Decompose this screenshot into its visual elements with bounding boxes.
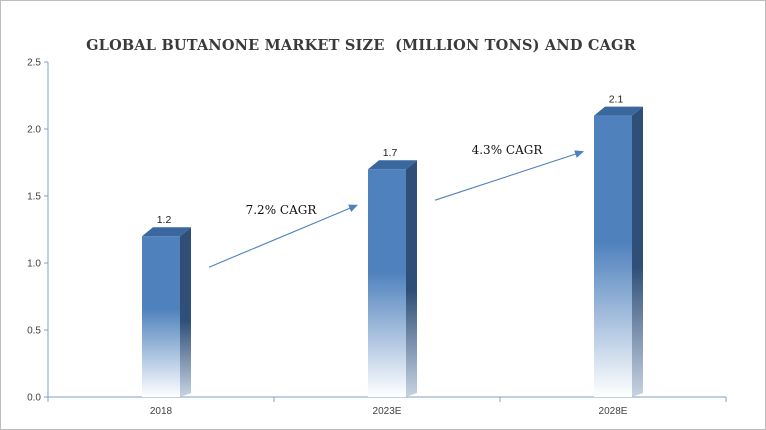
- bar: [594, 115, 632, 397]
- x-tick-label: 2028E: [599, 406, 628, 417]
- y-tick-label: 0.5: [27, 326, 41, 337]
- bar: [142, 236, 180, 397]
- data-label: 2.1: [609, 94, 624, 106]
- bar: [368, 169, 406, 397]
- y-tick-label: 0.0: [27, 393, 41, 404]
- cagr-arrow: [208, 204, 358, 268]
- cagr-arrow: [434, 150, 584, 201]
- bar-top: [142, 227, 191, 237]
- data-label: 1.7: [383, 147, 398, 159]
- bar-side: [180, 227, 191, 397]
- y-tick-label: 1.5: [27, 192, 41, 203]
- bar-side: [406, 160, 417, 397]
- y-tick-label: 1.0: [27, 259, 41, 270]
- y-tick-label: 2.0: [27, 125, 41, 136]
- bar-side: [632, 106, 643, 397]
- x-tick-label: 2023E: [373, 406, 402, 417]
- bar-top: [594, 106, 643, 116]
- cagr-label: 7.2% CAGR: [246, 203, 318, 217]
- cagr-label: 4.3% CAGR: [472, 143, 544, 157]
- bar-top: [368, 160, 417, 170]
- y-tick-label: 2.5: [27, 58, 41, 69]
- chart-title: GLOBAL BUTANONE MARKET SIZE (MILLION TON…: [86, 37, 636, 54]
- data-label: 1.2: [157, 214, 172, 226]
- x-tick-label: 2018: [150, 406, 173, 417]
